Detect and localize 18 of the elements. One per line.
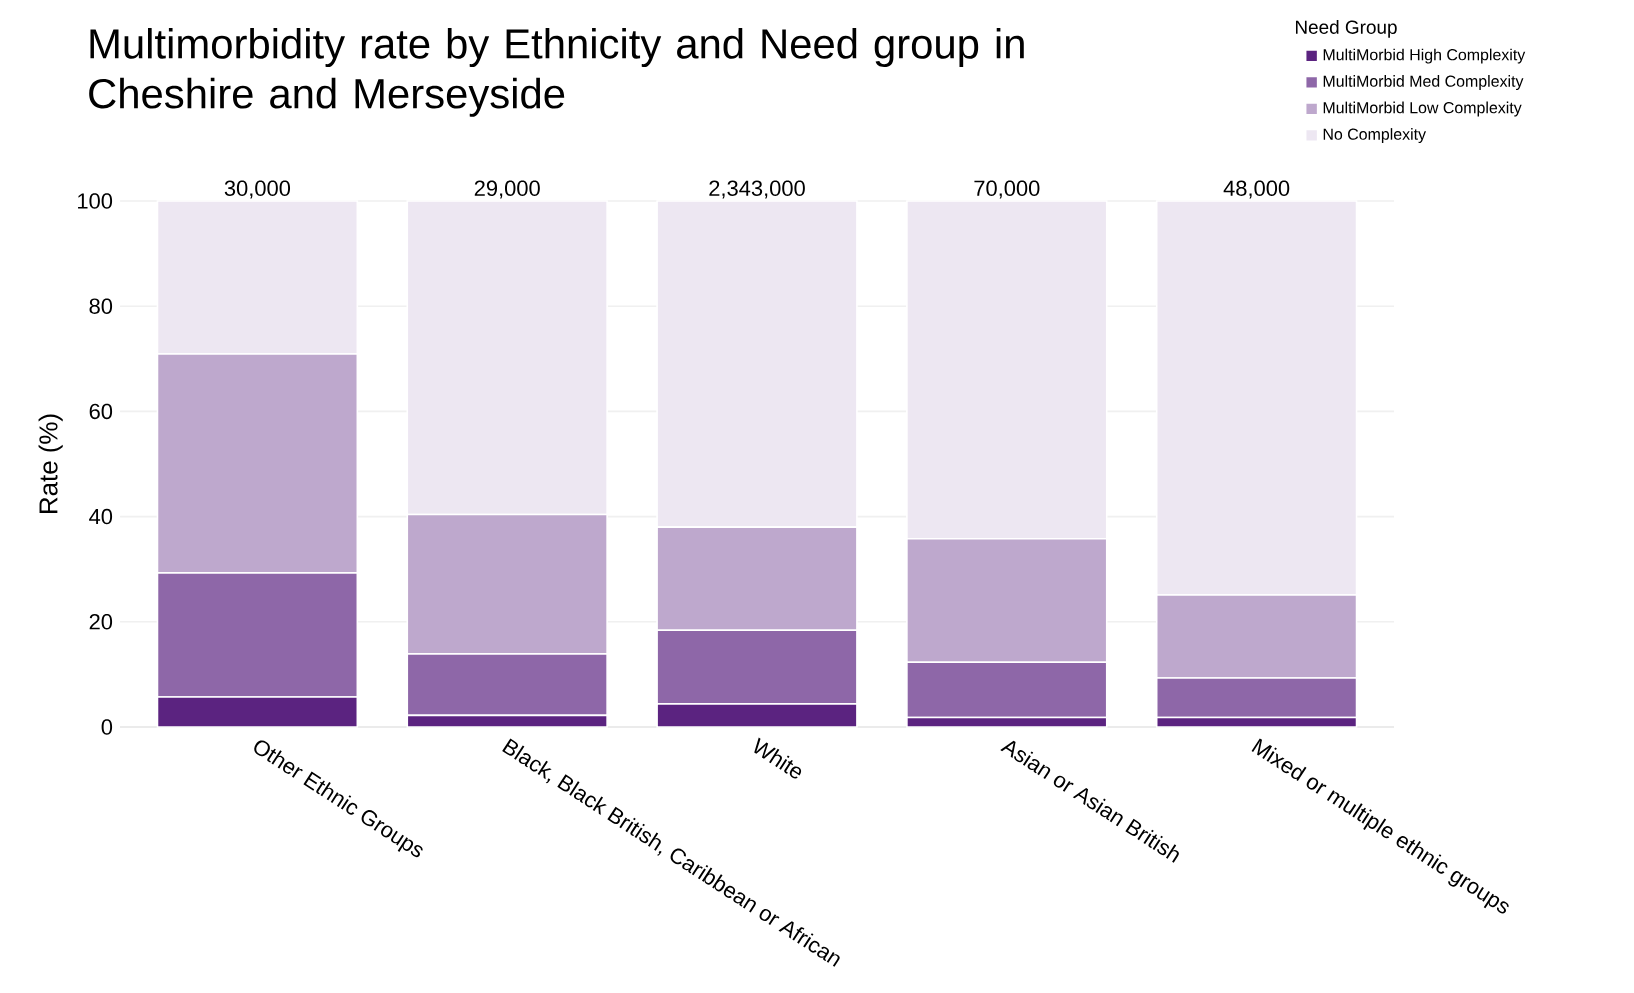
y-tick-label: 0 bbox=[101, 719, 113, 735]
annotation: 29,000 bbox=[474, 180, 540, 199]
legend-label: MultiMorbid Med Complexity bbox=[1323, 75, 1524, 90]
annotation: 2,343,000 bbox=[709, 180, 805, 199]
annotation: 30,000 bbox=[224, 180, 291, 199]
legend-label: MultiMorbid High Complexity bbox=[1323, 48, 1526, 64]
legend-label: MultiMorbid Low Complexity bbox=[1323, 101, 1522, 117]
y-tick-label: 80 bbox=[89, 298, 113, 314]
y-tick-label: 40 bbox=[89, 508, 113, 525]
y-tick-label: 100 bbox=[78, 193, 113, 209]
y-tick-label: 20 bbox=[89, 614, 113, 630]
y-axis-title: Rate (%) bbox=[38, 414, 63, 513]
chart-title: Multimorbidity rate by Ethnicity and Need group in Cheshire and Merseyside bbox=[89, 28, 1024, 117]
annotation: 70,000 bbox=[974, 180, 1040, 199]
y-tick-label: 60 bbox=[89, 403, 113, 420]
legend-label: No Complexity bbox=[1323, 128, 1427, 143]
annotation: 48,000 bbox=[1223, 180, 1290, 199]
legend-title: Need Group bbox=[1295, 19, 1397, 38]
